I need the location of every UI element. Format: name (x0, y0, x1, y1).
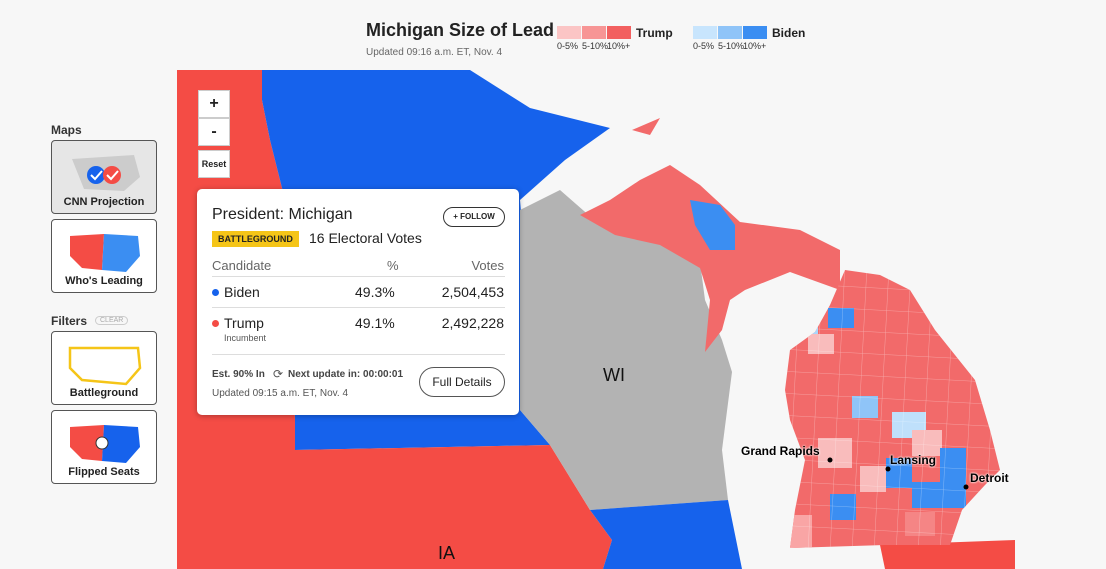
next-update: Next update in: 00:00:01 (288, 369, 404, 380)
zoom-out[interactable]: - (198, 118, 230, 146)
city-label: Lansing (890, 453, 937, 467)
thumb (68, 346, 142, 386)
legend-range: 5-10% (582, 41, 609, 51)
clear-button[interactable]: CLEAR (95, 316, 129, 325)
candidate: Biden (212, 284, 260, 300)
thumb (70, 234, 140, 272)
legend-swatch (582, 26, 606, 39)
legend-range: 10%+ (743, 41, 767, 51)
electoral-votes: 16 Electoral Votes (309, 230, 422, 246)
thumb (70, 425, 140, 463)
legend-name: Biden (772, 26, 806, 40)
popup-updated: Updated 09:15 a.m. ET, Nov. 4 (212, 388, 349, 399)
follow-button[interactable]: + FOLLOW (443, 207, 505, 227)
ohio-indiana (880, 540, 1015, 569)
legend-swatch (743, 26, 767, 39)
county-biden (690, 200, 735, 250)
legend-swatch (557, 26, 581, 39)
votes: 2,492,228 (441, 315, 504, 331)
isle-royale (632, 118, 660, 135)
est-in: Est. 90% In (212, 369, 265, 380)
title: Michigan Size of Lead (366, 20, 555, 40)
thumb (72, 155, 140, 191)
city-dot (963, 484, 969, 490)
option-label: Who's Leading (65, 275, 143, 287)
popup-title: President: Michigan (212, 206, 353, 223)
incumbent: Incumbent (224, 333, 267, 343)
option-label: CNN Projection (63, 196, 145, 208)
legend-range: 5-10% (718, 41, 745, 51)
maps-heading: Maps (51, 123, 82, 137)
divider (212, 354, 505, 355)
filter-option[interactable]: Flipped Seats (51, 410, 157, 484)
votes: 2,504,453 (441, 284, 504, 300)
legend-swatch (607, 26, 631, 39)
full-details[interactable]: Full Details (419, 367, 505, 397)
pct: 49.3% (355, 284, 395, 300)
refresh-icon: ⟳ (273, 367, 284, 381)
city-label: Grand Rapids (741, 444, 820, 458)
legend-swatch (693, 26, 717, 39)
illinois (590, 500, 742, 569)
badge: BATTLEGROUND (212, 231, 299, 247)
filter-option[interactable]: Battleground (51, 331, 157, 405)
map-option[interactable]: Who's Leading (51, 219, 157, 293)
upper-peninsula (580, 165, 840, 352)
state-label: WI (603, 365, 625, 385)
city-dot (827, 457, 833, 463)
candidate: Trump (212, 315, 264, 331)
state-label: IA (438, 543, 456, 563)
legend-name: Trump (636, 26, 673, 40)
wisconsin (520, 190, 732, 510)
candidate-name: Trump (224, 315, 264, 331)
filters-heading: Filters (51, 314, 88, 328)
divider (212, 307, 505, 308)
col-header: Candidate (212, 258, 272, 273)
iowa (295, 445, 612, 569)
city-label: Detroit (970, 471, 1009, 485)
legend-swatch (718, 26, 742, 39)
legend-range: 10%+ (607, 41, 631, 51)
legend-range: 0-5% (693, 41, 715, 51)
col-header: Votes (471, 258, 504, 273)
option-label: Flipped Seats (68, 466, 140, 478)
col-header: % (387, 258, 399, 273)
city-dot (885, 466, 891, 472)
reset[interactable]: Reset (198, 150, 230, 178)
legend-range: 0-5% (557, 41, 579, 51)
option-label: Battleground (69, 387, 139, 399)
map-option[interactable]: CNN Projection (51, 140, 157, 214)
popup: President: Michigan + FOLLOW BATTLEGROUN… (197, 189, 519, 415)
zoom-in[interactable]: + (198, 90, 230, 118)
divider (212, 276, 505, 277)
candidate-name: Biden (224, 284, 260, 300)
pct: 49.1% (355, 315, 395, 331)
updated: Updated 09:16 a.m. ET, Nov. 4 (366, 47, 503, 58)
